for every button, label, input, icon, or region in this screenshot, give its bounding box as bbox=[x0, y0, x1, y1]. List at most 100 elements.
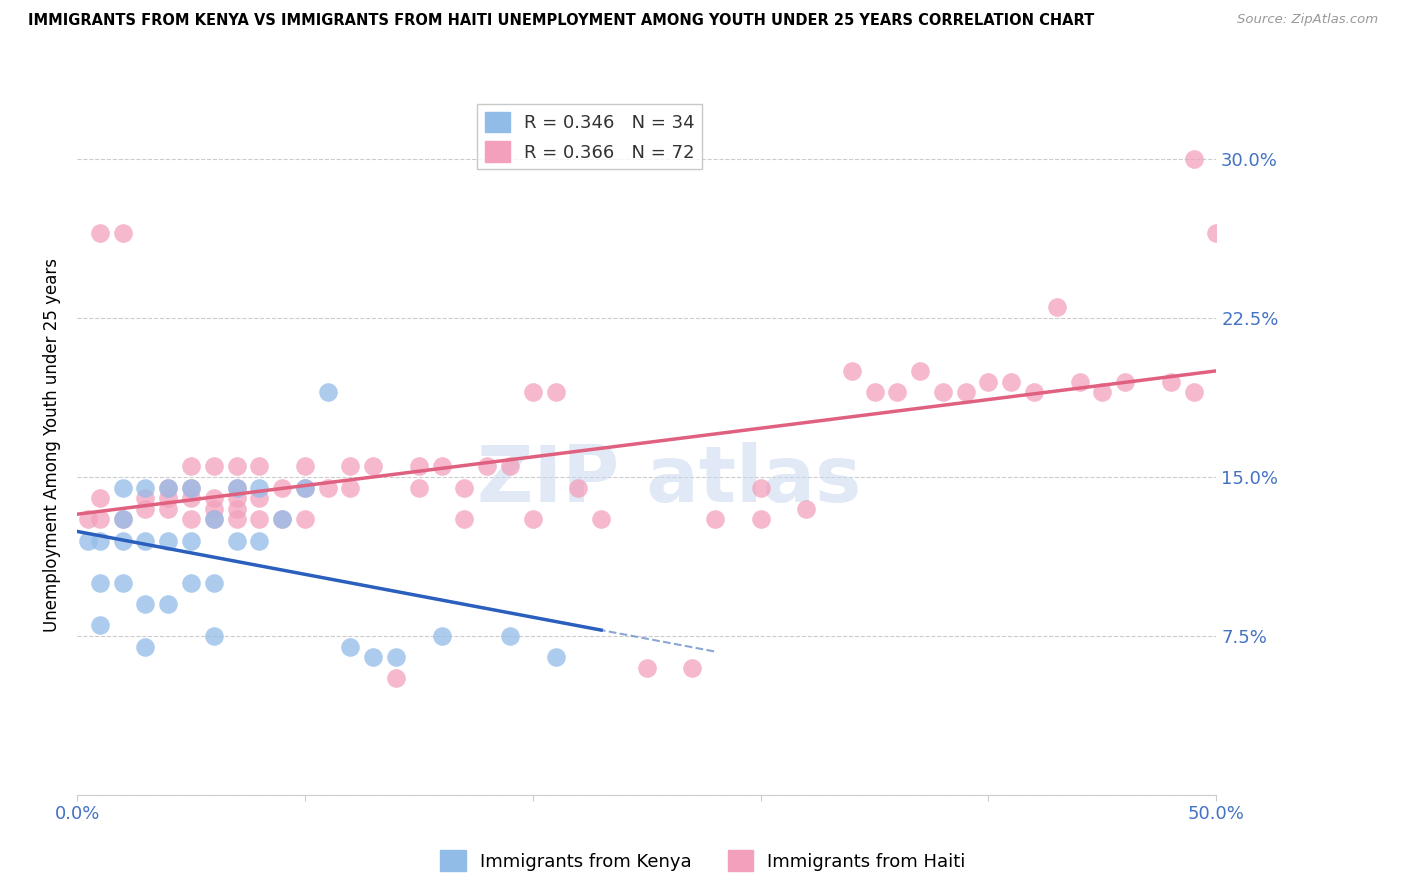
Point bbox=[453, 481, 475, 495]
Point bbox=[89, 226, 111, 240]
Point bbox=[1069, 375, 1091, 389]
Point bbox=[225, 512, 247, 526]
Point bbox=[361, 650, 384, 665]
Point bbox=[134, 640, 156, 654]
Point bbox=[544, 385, 567, 400]
Legend: Immigrants from Kenya, Immigrants from Haiti: Immigrants from Kenya, Immigrants from H… bbox=[433, 843, 973, 879]
Y-axis label: Unemployment Among Youth under 25 years: Unemployment Among Youth under 25 years bbox=[44, 258, 60, 632]
Point bbox=[430, 629, 453, 643]
Point bbox=[841, 364, 863, 378]
Point bbox=[430, 459, 453, 474]
Point bbox=[77, 533, 100, 548]
Point bbox=[316, 481, 339, 495]
Point bbox=[180, 512, 202, 526]
Point bbox=[180, 481, 202, 495]
Point bbox=[111, 533, 134, 548]
Point bbox=[111, 512, 134, 526]
Point bbox=[932, 385, 955, 400]
Point bbox=[157, 481, 180, 495]
Point bbox=[202, 512, 225, 526]
Point bbox=[180, 459, 202, 474]
Point bbox=[202, 576, 225, 591]
Point bbox=[89, 576, 111, 591]
Point bbox=[294, 481, 316, 495]
Point bbox=[225, 481, 247, 495]
Point bbox=[111, 481, 134, 495]
Point bbox=[202, 512, 225, 526]
Legend: R = 0.346   N = 34, R = 0.366   N = 72: R = 0.346 N = 34, R = 0.366 N = 72 bbox=[477, 104, 702, 169]
Point bbox=[681, 661, 703, 675]
Point bbox=[157, 481, 180, 495]
Point bbox=[134, 491, 156, 506]
Point bbox=[339, 481, 361, 495]
Point bbox=[134, 533, 156, 548]
Text: ZIP atlas: ZIP atlas bbox=[478, 442, 862, 518]
Point bbox=[271, 512, 294, 526]
Point bbox=[225, 533, 247, 548]
Point bbox=[294, 481, 316, 495]
Point bbox=[271, 481, 294, 495]
Point bbox=[591, 512, 613, 526]
Point bbox=[89, 618, 111, 632]
Point bbox=[499, 629, 522, 643]
Point bbox=[863, 385, 886, 400]
Point bbox=[111, 576, 134, 591]
Point bbox=[202, 629, 225, 643]
Point bbox=[544, 650, 567, 665]
Point bbox=[180, 533, 202, 548]
Point bbox=[977, 375, 1000, 389]
Point bbox=[225, 501, 247, 516]
Point bbox=[453, 512, 475, 526]
Point bbox=[636, 661, 658, 675]
Point bbox=[157, 501, 180, 516]
Point bbox=[134, 481, 156, 495]
Point bbox=[89, 533, 111, 548]
Point bbox=[111, 226, 134, 240]
Point bbox=[225, 491, 247, 506]
Point bbox=[908, 364, 931, 378]
Point bbox=[111, 512, 134, 526]
Point bbox=[1046, 301, 1069, 315]
Point bbox=[157, 533, 180, 548]
Point bbox=[339, 640, 361, 654]
Text: Source: ZipAtlas.com: Source: ZipAtlas.com bbox=[1237, 13, 1378, 27]
Point bbox=[1091, 385, 1114, 400]
Point bbox=[134, 501, 156, 516]
Text: IMMIGRANTS FROM KENYA VS IMMIGRANTS FROM HAITI UNEMPLOYMENT AMONG YOUTH UNDER 25: IMMIGRANTS FROM KENYA VS IMMIGRANTS FROM… bbox=[28, 13, 1094, 29]
Point bbox=[225, 459, 247, 474]
Point bbox=[247, 491, 270, 506]
Point bbox=[202, 501, 225, 516]
Point bbox=[77, 512, 100, 526]
Point bbox=[247, 533, 270, 548]
Point bbox=[477, 459, 499, 474]
Point bbox=[180, 576, 202, 591]
Point bbox=[89, 491, 111, 506]
Point bbox=[385, 650, 408, 665]
Point bbox=[294, 512, 316, 526]
Point bbox=[247, 459, 270, 474]
Point bbox=[567, 481, 589, 495]
Point bbox=[180, 481, 202, 495]
Point bbox=[1205, 226, 1227, 240]
Point bbox=[499, 459, 522, 474]
Point bbox=[202, 491, 225, 506]
Point bbox=[1182, 385, 1205, 400]
Point bbox=[180, 491, 202, 506]
Point bbox=[89, 512, 111, 526]
Point bbox=[361, 459, 384, 474]
Point bbox=[749, 512, 772, 526]
Point bbox=[157, 597, 180, 611]
Point bbox=[522, 512, 544, 526]
Point bbox=[316, 385, 339, 400]
Point bbox=[886, 385, 908, 400]
Point bbox=[1022, 385, 1045, 400]
Point bbox=[157, 491, 180, 506]
Point bbox=[247, 512, 270, 526]
Point bbox=[202, 459, 225, 474]
Point bbox=[408, 481, 430, 495]
Point bbox=[1114, 375, 1136, 389]
Point bbox=[294, 459, 316, 474]
Point bbox=[1000, 375, 1022, 389]
Point bbox=[955, 385, 977, 400]
Point bbox=[134, 597, 156, 611]
